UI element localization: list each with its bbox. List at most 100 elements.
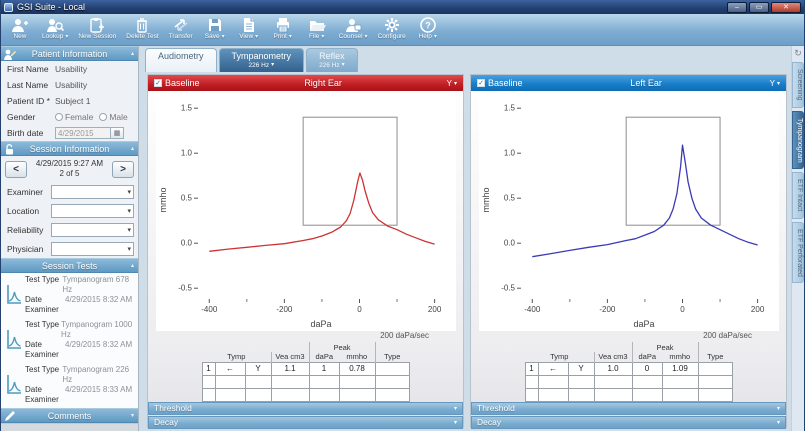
- physician-dropdown[interactable]: [51, 241, 134, 256]
- vtab-etf-perforated[interactable]: ETF Perforated: [792, 221, 804, 284]
- toolbar-lookup-button[interactable]: Lookup: [37, 15, 73, 45]
- patient-edit-icon: [3, 48, 16, 63]
- tab-audiometry[interactable]: Audiometry: [145, 48, 217, 72]
- examiner-dropdown[interactable]: [51, 184, 134, 199]
- toolbar-configure-button[interactable]: Configure: [373, 15, 411, 45]
- ear-panels: ✓ Baseline Right Ear Y -0.50.00.51.01.5-…: [139, 72, 791, 431]
- patient-information-header[interactable]: Patient Information ▴: [1, 46, 138, 61]
- new-session-icon: [89, 16, 105, 33]
- protocol-tab-strip: ↻ Screening Tympanogram ETF Intact ETF P…: [791, 46, 804, 431]
- session-information-header[interactable]: Session Information ▴: [1, 141, 138, 156]
- left-ear-tympanogram-chart: -0.5 0.0 0.5 1.0 1.5 -400 -200 0 200 daPa mmho: [478, 93, 779, 331]
- left-ear-header: ✓ Baseline Left Ear Y: [471, 75, 786, 91]
- calendar-icon[interactable]: ▦: [111, 127, 124, 139]
- title-bar: GSI Suite - Local – ▭ ✕: [1, 0, 804, 14]
- collapse-arrow-icon[interactable]: ▾: [130, 413, 134, 419]
- toolbar-delete-test-button[interactable]: Delete Test: [121, 15, 163, 45]
- svg-text:-400: -400: [524, 305, 541, 314]
- toolbar-help-button[interactable]: ? Help: [411, 15, 445, 45]
- table-row: [524, 387, 733, 402]
- minimize-button[interactable]: –: [727, 1, 747, 13]
- threshold-expander[interactable]: Threshold: [471, 401, 786, 415]
- collapse-arrow-icon[interactable]: ▴: [130, 146, 134, 152]
- right-ear-chart-area: -0.5 0.0 0.5 1.0 1.5 -400 -200 0 200 daPa mmho: [148, 91, 463, 331]
- svg-text:mmho: mmho: [158, 187, 168, 212]
- close-button[interactable]: ✕: [771, 1, 801, 13]
- test-type-value: Tympanogram 226 Hz: [62, 365, 130, 384]
- toolbar-new-session-button[interactable]: New Session: [73, 15, 121, 45]
- session-information-title: Session Information: [29, 143, 110, 154]
- baseline-checkbox[interactable]: ✓: [154, 79, 162, 87]
- toolbar-print-button[interactable]: Print: [266, 15, 300, 45]
- radio-icon: [99, 113, 108, 121]
- probe-frequency-dropdown[interactable]: 226 Hz: [248, 62, 274, 70]
- svg-text:0: 0: [357, 305, 362, 314]
- reliability-row: Reliability: [1, 220, 138, 239]
- counsel-icon: [344, 16, 362, 33]
- test-list-item[interactable]: Test Type Tympanogram 1000 Hz Date 4/29/20…: [1, 318, 138, 363]
- birth-date-input[interactable]: 4/29/2015: [55, 127, 111, 139]
- decay-expander[interactable]: Decay: [148, 415, 463, 429]
- tab-tympanometry[interactable]: Tympanometry 226 Hz: [218, 48, 305, 72]
- comments-title: Comments: [47, 410, 92, 421]
- next-session-button[interactable]: >: [112, 160, 134, 178]
- sweep-rate-note: 200 daPa/sec: [380, 331, 429, 340]
- maximize-button[interactable]: ▭: [749, 1, 769, 13]
- reliability-dropdown[interactable]: [51, 222, 134, 237]
- table-row: [524, 374, 733, 389]
- tab-reflex[interactable]: Reflex 226 Hz: [306, 48, 358, 72]
- svg-text:0.0: 0.0: [503, 239, 515, 248]
- probe-frequency-dropdown[interactable]: 226 Hz: [319, 62, 345, 70]
- y-axis-menu[interactable]: Y: [447, 79, 457, 88]
- tympanogram-icon: [3, 275, 25, 315]
- file-icon: [308, 16, 326, 33]
- vtab-screening[interactable]: Screening: [792, 62, 804, 108]
- comments-header[interactable]: Comments ▾: [1, 408, 138, 423]
- help-icon: ?: [419, 16, 436, 33]
- app-logo-icon: [4, 2, 13, 12]
- comments-area[interactable]: [1, 423, 138, 431]
- session-position: 2 of 5: [59, 169, 80, 178]
- collapse-arrow-icon[interactable]: ▴: [130, 263, 134, 269]
- svg-text:0: 0: [680, 305, 685, 314]
- svg-text:200: 200: [427, 305, 441, 314]
- examiner-row: Examiner: [1, 182, 138, 201]
- main-toolbar: New Lookup New Session Delete Test Trans…: [1, 14, 804, 46]
- test-list-item[interactable]: Test Type Tympanogram 226 Hz Date 4/29/201…: [1, 363, 138, 408]
- main-content: Audiometry Tympanometry 226 Hz Reflex 22…: [139, 46, 791, 431]
- right-ear-arrow-icon: ←: [214, 361, 246, 376]
- toolbar-transfer-button[interactable]: Transfer: [164, 15, 198, 45]
- table-row: 1 ← Y 1.1 1 0.78: [201, 361, 410, 376]
- session-tests-header[interactable]: Session Tests ▴: [1, 258, 138, 273]
- view-icon: [242, 16, 256, 33]
- vtab-tympanogram[interactable]: Tympanogram: [792, 110, 804, 170]
- toolbar-new-button[interactable]: New: [3, 15, 37, 45]
- svg-text:daPa: daPa: [310, 319, 331, 329]
- gender-male-radio[interactable]: Male: [99, 112, 128, 122]
- baseline-checkbox[interactable]: ✓: [477, 79, 485, 87]
- last-name-row: Last Name Usability: [7, 80, 88, 90]
- gender-female-radio[interactable]: Female: [55, 112, 93, 122]
- decay-expander[interactable]: Decay: [471, 415, 786, 429]
- vtab-etf-intact[interactable]: ETF Intact: [792, 172, 804, 219]
- svg-text:0.5: 0.5: [503, 194, 515, 203]
- toolbar-view-button[interactable]: View: [232, 15, 266, 45]
- toolbar-counsel-button[interactable]: Counsel: [334, 15, 373, 45]
- y-axis-menu[interactable]: Y: [770, 79, 780, 88]
- toolbar-file-button[interactable]: File: [300, 15, 334, 45]
- right-ear-header: ✓ Baseline Right Ear Y: [148, 75, 463, 91]
- collapse-arrow-icon[interactable]: ▴: [130, 51, 134, 57]
- test-date-value: 4/29/2015 8:32 AM: [65, 295, 133, 304]
- test-tab-bar: Audiometry Tympanometry 226 Hz Reflex 22…: [139, 46, 791, 72]
- session-tests-list: Test Type Tympanogram 678 Hz Date 4/29/201…: [1, 273, 138, 408]
- test-list-item[interactable]: Test Type Tympanogram 678 Hz Date 4/29/201…: [1, 273, 138, 318]
- refresh-icon[interactable]: ↻: [794, 48, 802, 58]
- test-date-value: 4/29/2015 8:33 AM: [65, 385, 133, 394]
- svg-text:200: 200: [750, 305, 764, 314]
- threshold-expander[interactable]: Threshold: [148, 401, 463, 415]
- left-ear-results-table: Peak Tymp Vea cm3 daPa mmho Type 1 ← Y 1.0 0…: [524, 342, 733, 402]
- previous-session-button[interactable]: <: [5, 160, 27, 178]
- location-dropdown[interactable]: [51, 203, 134, 218]
- toolbar-save-button[interactable]: Save: [198, 15, 232, 45]
